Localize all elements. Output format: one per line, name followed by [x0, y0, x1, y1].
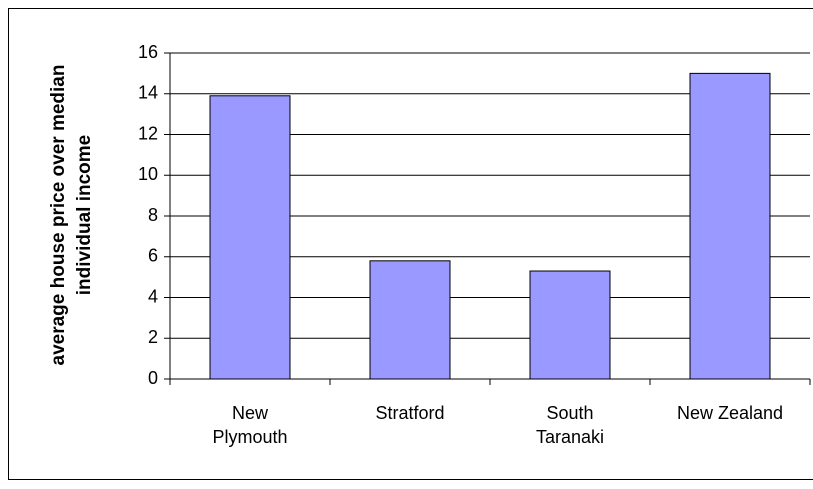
bar: [689, 72, 771, 380]
y-tick-label: 4: [148, 286, 158, 306]
x-tick-label: South Taranaki: [535, 403, 605, 447]
chart-frame: [8, 8, 813, 480]
y-tick-label: 10: [138, 164, 158, 184]
x-tick-label: New Zealand: [676, 403, 784, 423]
x-tick-label: New Plymouth: [212, 403, 288, 447]
y-tick-label: 14: [138, 83, 158, 103]
y-tick-label: 8: [148, 205, 158, 225]
y-tick-label: 6: [148, 246, 158, 266]
bar: [369, 260, 451, 380]
x-tick-label: Stratford: [375, 403, 445, 423]
bar: [529, 270, 611, 380]
y-tick-label: 0: [148, 368, 158, 388]
bar: [209, 95, 291, 380]
y-tick-label: 12: [138, 123, 158, 143]
y-axis-label: average house price over median individu…: [48, 64, 95, 366]
y-tick-label: 2: [148, 327, 158, 347]
y-tick-label: 16: [138, 42, 158, 62]
